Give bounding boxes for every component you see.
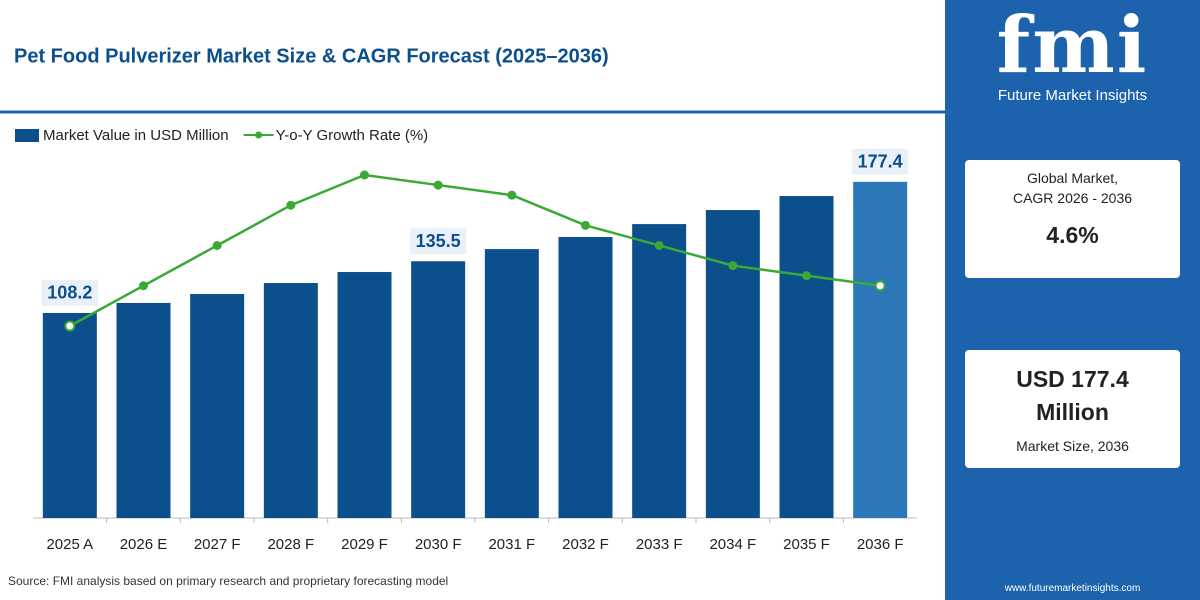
value-label-bg [41, 279, 98, 306]
growth-point [728, 261, 738, 271]
size-value: Million [1036, 399, 1109, 425]
card-title: CAGR 2026 - 2036 [1012, 190, 1133, 206]
legend-dot [255, 131, 263, 139]
bar [779, 196, 834, 519]
x-tick-label: 2027 F [194, 536, 241, 553]
growth-point [360, 170, 369, 180]
x-tick-label: 2033 F [636, 536, 683, 553]
brand: Future Market Insights [997, 87, 1148, 104]
legend-label: Market Value in USD Million [43, 127, 229, 144]
x-tick-label: 2029 F [341, 536, 388, 553]
source: Source: FMI analysis based on primary re… [8, 574, 448, 588]
value-label: 108.2 [47, 283, 92, 303]
legend-swatch [15, 129, 39, 142]
value-label-bg [410, 228, 467, 255]
cagr-value: 4.6% [1046, 222, 1099, 248]
growth-point [874, 280, 886, 292]
x-tick-label: 2035 F [783, 536, 830, 553]
growth-point [212, 240, 222, 250]
bar [116, 302, 171, 518]
bar [484, 249, 539, 519]
size-caption: Market Size, 2036 [1016, 438, 1129, 454]
x-tick-label: 2031 F [488, 536, 535, 553]
x-tick-label: 2028 F [267, 536, 314, 553]
growth-point [581, 220, 590, 230]
size-card: USD 177.4 Million Market Size, 2036 [965, 350, 1180, 468]
chart-title: Pet Food Pulverizer Market Size & CAGR F… [14, 45, 609, 67]
cagr-card: Global Market, CAGR 2026 - 2036 4.6% [965, 160, 1180, 278]
growth-point [139, 281, 148, 291]
chart: Pet Food Pulverizer Market Size & CAGR F… [0, 0, 945, 589]
growth-point [433, 180, 443, 190]
bar [558, 236, 613, 518]
header [0, 0, 945, 112]
growth-line [69, 173, 881, 328]
size-value: USD 177.4 [1016, 366, 1129, 392]
legend-label: Y-o-Y Growth Rate (%) [276, 127, 429, 144]
bar [705, 210, 760, 518]
growth-point [286, 200, 296, 210]
value-label: 135.5 [416, 231, 461, 251]
logo: fmi [996, 0, 1149, 91]
url: www.futuremarketinsights.com [1004, 583, 1141, 594]
growth-point [507, 190, 517, 200]
bar [263, 283, 318, 518]
bar [411, 261, 466, 518]
card-title: Global Market, [1026, 170, 1119, 186]
x-tick-label: 2034 F [709, 536, 756, 553]
x-tick-label: 2032 F [562, 536, 609, 553]
bar [337, 272, 392, 518]
x-tick-label: 2030 F [415, 536, 462, 553]
growth-point [802, 271, 811, 281]
bar [42, 312, 97, 518]
x-tick-label: 2026 E [120, 536, 168, 553]
x-tick-label: 2036 F [857, 536, 904, 553]
bar [190, 294, 245, 518]
growth-point [654, 240, 664, 250]
side-panel: fmi Future Market Insights Global Market… [945, 0, 1200, 600]
growth-point [64, 320, 76, 332]
value-label: 177.4 [858, 152, 903, 172]
x-tick-label: 2025 A [46, 536, 93, 553]
value-label-bg [852, 148, 909, 175]
bar [632, 224, 687, 518]
bar [853, 181, 908, 518]
